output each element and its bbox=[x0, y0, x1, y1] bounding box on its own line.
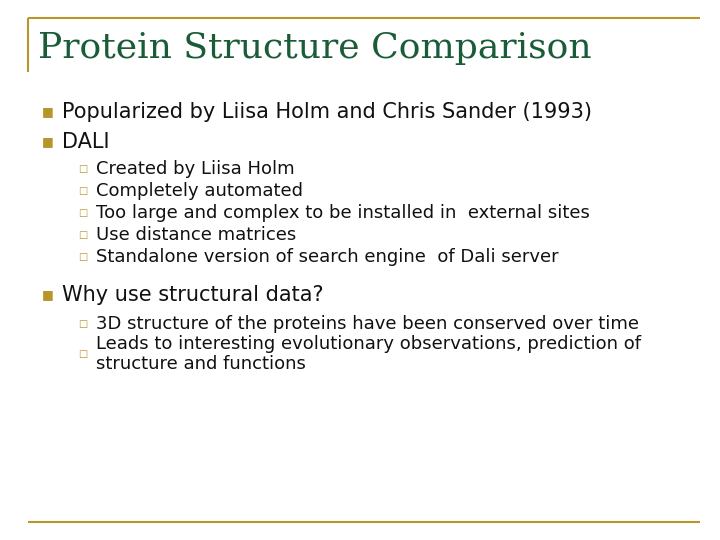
Text: ■: ■ bbox=[42, 105, 54, 118]
Text: Leads to interesting evolutionary observations, prediction of
structure and func: Leads to interesting evolutionary observ… bbox=[96, 335, 641, 373]
Text: ■: ■ bbox=[42, 288, 54, 301]
Text: DALI: DALI bbox=[62, 132, 109, 152]
Text: Created by Liisa Holm: Created by Liisa Holm bbox=[96, 160, 294, 178]
Text: Completely automated: Completely automated bbox=[96, 182, 303, 200]
Text: □: □ bbox=[78, 186, 87, 196]
Text: □: □ bbox=[78, 164, 87, 174]
Text: Use distance matrices: Use distance matrices bbox=[96, 226, 296, 244]
Text: Popularized by Liisa Holm and Chris Sander (1993): Popularized by Liisa Holm and Chris Sand… bbox=[62, 102, 592, 122]
Text: Too large and complex to be installed in  external sites: Too large and complex to be installed in… bbox=[96, 204, 590, 222]
Text: □: □ bbox=[78, 208, 87, 218]
Text: Standalone version of search engine  of Dali server: Standalone version of search engine of D… bbox=[96, 248, 559, 266]
Text: □: □ bbox=[78, 230, 87, 240]
Text: □: □ bbox=[78, 252, 87, 262]
Text: □: □ bbox=[78, 319, 87, 329]
Text: Protein Structure Comparison: Protein Structure Comparison bbox=[38, 31, 592, 65]
Text: Why use structural data?: Why use structural data? bbox=[62, 285, 323, 305]
Text: □: □ bbox=[78, 349, 87, 359]
Text: ■: ■ bbox=[42, 136, 54, 148]
Text: 3D structure of the proteins have been conserved over time: 3D structure of the proteins have been c… bbox=[96, 315, 639, 333]
